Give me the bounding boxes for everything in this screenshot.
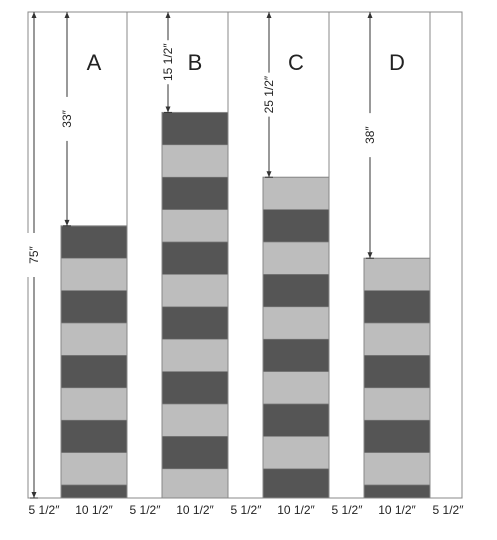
width-label-3: 5 1/2″ — [130, 503, 162, 517]
dark-stripe — [262, 274, 330, 308]
drop-dimension-a: 33″ — [60, 12, 74, 227]
light-stripe — [262, 436, 330, 470]
drop-dimension-c-label: 25 1/2″ — [262, 75, 276, 113]
dark-stripe — [262, 468, 330, 499]
dark-stripe — [161, 112, 229, 146]
stripe-column-outline — [262, 176, 330, 499]
width-label-4: 10 1/2″ — [176, 503, 214, 517]
column-letter-a: A — [87, 50, 102, 75]
drop-dimension-c: 25 1/2″ — [262, 12, 276, 178]
width-labels: 5 1/2″ 10 1/2″ 5 1/2″ 10 1/2″ 5 1/2″ 10 1/2″ 5… — [29, 503, 465, 517]
dark-stripe — [262, 338, 330, 372]
width-label-2: 10 1/2″ — [75, 503, 113, 517]
drop-dimension-d: 38″ — [363, 12, 377, 259]
drop-dimension-b-arrow-bottom — [165, 106, 171, 113]
light-stripe — [161, 144, 229, 178]
dark-stripe — [363, 419, 431, 453]
light-stripe — [161, 209, 229, 243]
stripe-column-outline — [363, 257, 431, 499]
stripe-column-a — [60, 225, 128, 499]
drop-dimension-a-label: 33″ — [60, 109, 74, 127]
dark-stripe — [60, 355, 128, 389]
total-height-dimension-arrow-top — [31, 12, 37, 18]
drop-dimension-a-arrow-top — [64, 12, 70, 18]
width-label-9: 5 1/2″ — [433, 503, 465, 517]
dimension-lines: 33″ 15 1/2″ 25 1/2″ 38″ 75″ — [27, 12, 377, 499]
dark-stripe — [262, 209, 330, 243]
light-stripe — [262, 306, 330, 340]
column-letter-c: C — [288, 50, 304, 75]
drop-dimension-d-label: 38″ — [363, 126, 377, 144]
light-stripe — [161, 274, 229, 308]
dark-stripe — [161, 371, 229, 405]
dark-stripe — [161, 241, 229, 275]
width-label-1: 5 1/2″ — [29, 503, 61, 517]
total-height-dimension-arrow-bottom — [31, 492, 37, 498]
light-stripe — [363, 322, 431, 356]
stripe-column-b — [161, 111, 229, 499]
dark-stripe — [60, 290, 128, 324]
drop-dimension-b-label: 15 1/2″ — [161, 43, 175, 81]
column-letters: A B C D — [87, 50, 405, 75]
dark-stripe — [60, 225, 128, 259]
drop-dimension-b: 15 1/2″ — [161, 12, 175, 113]
column-letter-b: B — [188, 50, 203, 75]
drop-dimension-c-arrow-top — [266, 12, 272, 18]
light-stripe — [363, 452, 431, 486]
light-stripe — [60, 452, 128, 486]
total-height-dimension-label-bg — [27, 233, 41, 277]
drop-dimension-c-arrow-bottom — [266, 171, 272, 178]
drop-dimension-a-label-bg — [60, 96, 74, 141]
light-stripe — [161, 338, 229, 372]
drop-dimension-d-arrow-bottom — [367, 252, 373, 259]
dark-stripe — [363, 355, 431, 389]
stripe-column-d — [363, 257, 431, 499]
total-height-dimension: 75″ — [27, 12, 41, 499]
width-label-5: 5 1/2″ — [231, 503, 263, 517]
light-stripe — [363, 387, 431, 421]
drop-dimension-d-arrow-top — [367, 12, 373, 18]
stripe-column-outline — [60, 225, 128, 499]
width-label-7: 5 1/2″ — [332, 503, 364, 517]
column-letter-d: D — [389, 50, 405, 75]
drop-dimension-b-arrow-top — [165, 12, 171, 18]
dark-stripe — [363, 484, 431, 499]
light-stripe — [262, 241, 330, 275]
light-stripe — [262, 176, 330, 210]
light-stripe — [262, 371, 330, 405]
dark-stripe — [60, 484, 128, 499]
dark-stripe — [161, 306, 229, 340]
dark-stripe — [161, 176, 229, 210]
light-stripe — [60, 387, 128, 421]
light-stripe — [161, 403, 229, 437]
stripe-column-c — [262, 176, 330, 499]
dark-stripe — [262, 403, 330, 437]
drop-dimension-a-arrow-bottom — [64, 219, 70, 226]
dark-stripe — [161, 436, 229, 470]
total-height-dimension-label: 75″ — [27, 245, 41, 263]
light-stripe — [60, 322, 128, 356]
drop-dimension-b-label-bg — [161, 40, 175, 85]
light-stripe — [60, 257, 128, 291]
drop-dimension-c-label-bg — [262, 72, 276, 117]
light-stripe — [161, 468, 229, 499]
stripe-column-outline — [161, 111, 229, 499]
stripe-groups — [60, 111, 431, 499]
width-label-8: 10 1/2″ — [378, 503, 416, 517]
dark-stripe — [60, 419, 128, 453]
drop-dimension-d-label-bg — [363, 113, 377, 158]
dark-stripe — [363, 290, 431, 324]
width-label-6: 10 1/2″ — [277, 503, 315, 517]
light-stripe — [363, 257, 431, 291]
